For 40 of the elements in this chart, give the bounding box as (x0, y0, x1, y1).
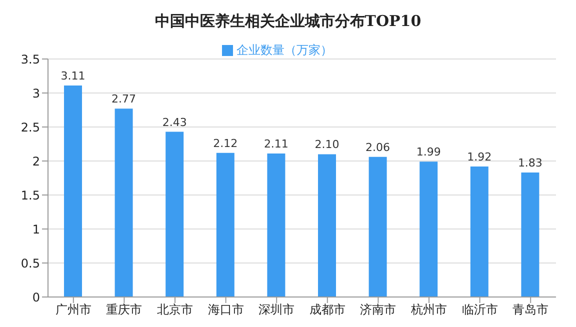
bar (521, 172, 540, 297)
bar (64, 86, 82, 297)
y-tick-label: 2.5 (20, 120, 40, 134)
bar (166, 132, 184, 297)
bar (216, 152, 234, 297)
y-tick-label: 1.5 (20, 188, 40, 202)
y-tick-label: 0.5 (20, 256, 40, 270)
x-tick-label: 深圳市 (258, 302, 295, 317)
bar (267, 154, 286, 297)
x-tick-label: 青岛市 (512, 302, 549, 317)
data-label: 2.11 (264, 138, 288, 151)
y-tick-label: 1 (32, 222, 40, 236)
y-tick-label: 0 (32, 290, 40, 304)
data-label: 2.12 (213, 136, 238, 150)
data-label: 1.92 (467, 150, 492, 164)
x-tick-label: 杭州市 (410, 302, 447, 317)
x-tick-label: 济南市 (360, 302, 396, 317)
x-tick-label: 重庆市 (106, 302, 142, 317)
data-label: 2.06 (366, 140, 390, 154)
x-tick-label: 成都市 (309, 302, 346, 317)
data-label: 1.83 (518, 156, 542, 170)
y-tick-label: 3.5 (20, 52, 40, 66)
bar (318, 154, 336, 297)
bar (470, 166, 488, 297)
legend-label: 企业数量（万家） (236, 43, 332, 57)
data-label: 2.43 (162, 116, 187, 129)
x-tick-label: 海口市 (208, 302, 244, 317)
bar (420, 162, 438, 297)
x-tick-label: 临沂市 (462, 302, 498, 317)
bar (368, 156, 387, 297)
x-tick-label: 北京市 (157, 302, 193, 317)
y-tick-label: 2 (32, 154, 40, 168)
bar (114, 108, 133, 297)
data-label: 2.77 (112, 92, 136, 106)
data-label: 2.10 (314, 138, 340, 152)
data-label: 1.99 (416, 146, 441, 159)
data-label: 3.11 (60, 70, 86, 83)
chart-title: 中国中医养生相关企业城市分布TOP10 (154, 11, 422, 32)
y-tick-label: 3 (32, 86, 40, 100)
x-tick-label: 广州市 (55, 302, 92, 317)
